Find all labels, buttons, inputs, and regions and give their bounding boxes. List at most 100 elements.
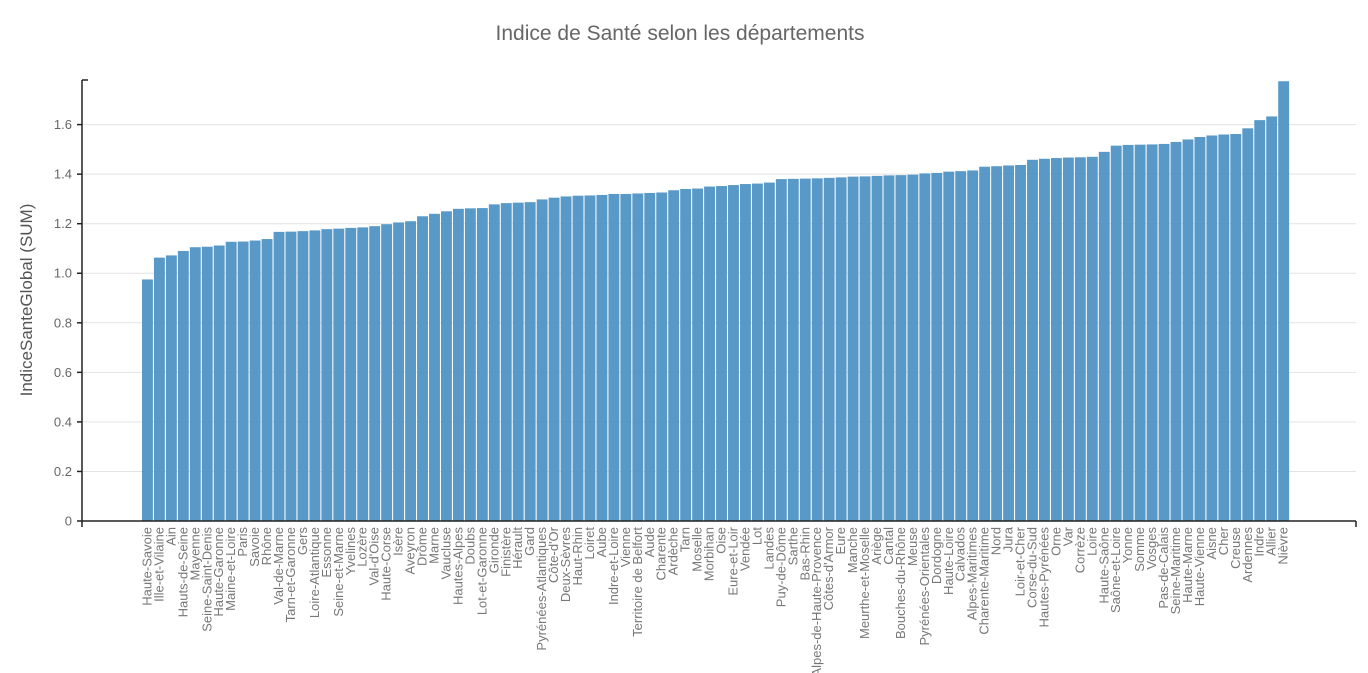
bar[interactable] — [668, 190, 680, 521]
bar[interactable] — [931, 172, 943, 522]
bar[interactable] — [1158, 143, 1170, 521]
bar[interactable] — [895, 175, 907, 521]
bar[interactable] — [1015, 164, 1026, 521]
bar[interactable] — [1074, 157, 1086, 521]
bar[interactable] — [572, 195, 584, 521]
bar[interactable] — [991, 166, 1003, 522]
x-tick-label: Vienne — [618, 527, 633, 567]
bar[interactable] — [1039, 158, 1050, 521]
bar[interactable] — [656, 192, 668, 521]
bar[interactable] — [1062, 157, 1074, 521]
bar[interactable] — [201, 246, 213, 521]
bar[interactable] — [787, 178, 799, 521]
bar[interactable] — [608, 193, 620, 521]
bar[interactable] — [1003, 165, 1015, 521]
x-tick-label: Indre-et-Loire — [606, 527, 621, 605]
bar[interactable] — [1266, 116, 1278, 521]
bar[interactable] — [847, 176, 859, 521]
bar[interactable] — [955, 171, 967, 521]
bar[interactable] — [488, 204, 500, 521]
bar[interactable] — [321, 229, 333, 521]
bar[interactable] — [823, 177, 835, 521]
bar[interactable] — [1110, 145, 1122, 522]
bar[interactable] — [165, 255, 177, 521]
bar[interactable] — [871, 175, 883, 521]
bar[interactable] — [632, 193, 644, 522]
bar[interactable] — [740, 184, 751, 521]
bar[interactable] — [357, 227, 369, 522]
bar[interactable] — [237, 241, 249, 521]
bar[interactable] — [1170, 141, 1182, 521]
bar[interactable] — [1242, 128, 1254, 521]
bar[interactable] — [775, 179, 787, 521]
bar[interactable] — [728, 185, 739, 522]
bar[interactable] — [1254, 120, 1266, 521]
bar[interactable] — [381, 224, 393, 521]
bar[interactable] — [1146, 144, 1158, 522]
bar[interactable] — [835, 177, 847, 521]
bar[interactable] — [1230, 134, 1242, 521]
bar[interactable] — [297, 231, 309, 521]
bar[interactable] — [225, 241, 237, 521]
bar[interactable] — [1050, 158, 1062, 522]
x-tick-label: Gironde — [486, 527, 501, 573]
bar[interactable] — [177, 250, 189, 521]
bar[interactable] — [512, 202, 524, 521]
bar[interactable] — [1206, 135, 1218, 521]
bar[interactable] — [979, 166, 991, 521]
bar[interactable] — [883, 175, 895, 521]
bar[interactable] — [524, 202, 536, 521]
bar[interactable] — [716, 186, 727, 521]
bar[interactable] — [751, 183, 763, 521]
bar[interactable] — [1194, 136, 1206, 521]
bar[interactable] — [476, 208, 488, 521]
bar[interactable] — [1134, 144, 1146, 521]
bar[interactable] — [560, 196, 572, 521]
bar[interactable] — [441, 211, 452, 521]
x-tick-label: Oise — [714, 527, 729, 554]
bar[interactable] — [309, 230, 321, 521]
bar[interactable] — [907, 174, 919, 521]
bar[interactable] — [189, 247, 201, 521]
bar[interactable] — [285, 231, 297, 521]
bar[interactable] — [452, 208, 464, 521]
bar[interactable] — [704, 186, 716, 522]
bar[interactable] — [596, 194, 608, 521]
bar[interactable] — [692, 188, 704, 521]
bar[interactable] — [548, 197, 560, 521]
bar[interactable] — [273, 231, 285, 521]
bar[interactable] — [1218, 134, 1230, 521]
bar[interactable] — [261, 239, 273, 521]
bar[interactable] — [1027, 159, 1038, 521]
bar[interactable] — [584, 195, 596, 521]
bar[interactable] — [644, 192, 656, 521]
bar[interactable] — [429, 213, 440, 522]
bar[interactable] — [967, 170, 979, 521]
bar[interactable] — [500, 203, 512, 521]
bar[interactable] — [464, 208, 476, 522]
bar[interactable] — [799, 178, 811, 521]
bar[interactable] — [536, 199, 548, 521]
bar[interactable] — [153, 257, 165, 521]
bar[interactable] — [393, 222, 405, 521]
bar[interactable] — [859, 176, 871, 521]
bar[interactable] — [249, 240, 261, 521]
bar[interactable] — [333, 228, 345, 522]
bar[interactable] — [943, 171, 955, 522]
bar[interactable] — [142, 279, 153, 521]
bar[interactable] — [680, 189, 692, 521]
bar[interactable] — [213, 245, 225, 521]
bar[interactable] — [1086, 156, 1098, 521]
bar[interactable] — [620, 193, 632, 521]
bar[interactable] — [1122, 144, 1134, 521]
bar[interactable] — [345, 227, 357, 521]
bar[interactable] — [1098, 151, 1110, 521]
bar[interactable] — [919, 173, 931, 521]
bar[interactable] — [763, 182, 775, 522]
bar[interactable] — [369, 226, 381, 521]
bar[interactable] — [405, 221, 417, 521]
bar[interactable] — [811, 178, 823, 522]
bar[interactable] — [1182, 139, 1194, 521]
bar[interactable] — [417, 216, 428, 521]
bar[interactable] — [1278, 81, 1290, 521]
